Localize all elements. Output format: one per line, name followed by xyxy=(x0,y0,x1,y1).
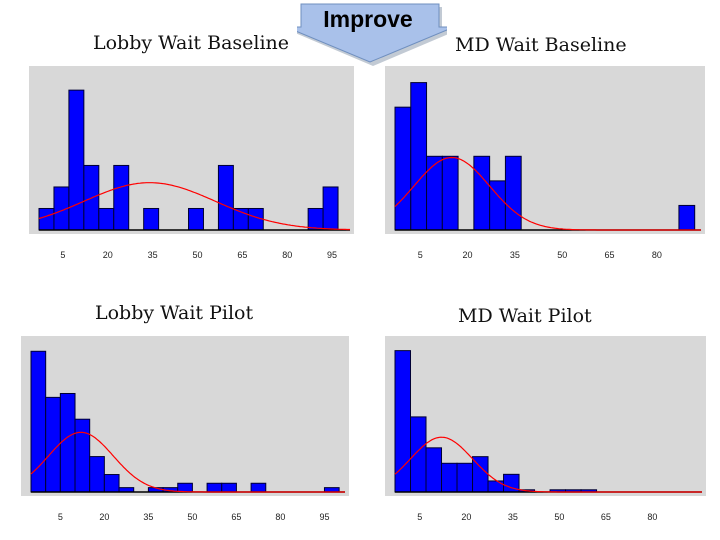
histogram-bar xyxy=(394,350,412,493)
x-tick-label: 20 xyxy=(463,250,473,260)
x-tick-label: 80 xyxy=(652,250,662,260)
histogram-bar xyxy=(143,207,160,231)
histogram-bar xyxy=(441,155,459,231)
x-tick-label: 35 xyxy=(508,512,518,522)
histogram-bar xyxy=(59,392,76,493)
histogram-bar xyxy=(103,474,120,493)
histogram-bar xyxy=(322,186,339,231)
histogram-md-wait-pilot: 5 20 35 50 65 80 xyxy=(385,336,706,522)
chart-title: MD Wait Pilot xyxy=(458,305,592,327)
histogram-lobby-wait-pilot: 5 20 35 50 65 80 95 xyxy=(21,336,349,522)
x-tick-label: 80 xyxy=(275,512,285,522)
normal-fit-curve xyxy=(394,156,701,231)
x-tick-label: 20 xyxy=(461,512,471,522)
histogram-bar xyxy=(188,207,204,231)
histogram-bar xyxy=(441,462,458,493)
histogram-bar xyxy=(456,462,474,493)
histogram-lobby-wait-baseline: 5 20 35 50 65 80 95 xyxy=(29,66,354,260)
x-tick-label: 5 xyxy=(58,512,63,522)
x-tick-label: 50 xyxy=(187,512,197,522)
x-tick-label: 65 xyxy=(601,512,611,522)
x-tick-label: 35 xyxy=(143,512,153,522)
x-tick-label: 80 xyxy=(647,512,657,522)
histogram-bar xyxy=(30,350,47,493)
histogram-bar xyxy=(38,207,55,231)
histogram-bar xyxy=(89,456,105,493)
improve-label: Improve xyxy=(323,6,413,32)
x-tick-label: 95 xyxy=(319,512,329,522)
histogram-bar xyxy=(504,155,522,231)
x-tick-label: 65 xyxy=(231,512,241,522)
x-tick-label: 80 xyxy=(282,250,292,260)
x-tick-label: 5 xyxy=(60,250,65,260)
histogram-bar xyxy=(425,447,443,493)
histogram-bar xyxy=(68,89,85,231)
histogram-bar xyxy=(177,482,193,493)
chart-title: Lobby Wait Baseline xyxy=(93,32,290,54)
x-tick-label: 20 xyxy=(103,250,113,260)
histogram-bar xyxy=(426,155,443,231)
x-tick-label: 5 xyxy=(418,250,423,260)
x-tick-label: 65 xyxy=(237,250,247,260)
chart-title: MD Wait Baseline xyxy=(455,34,627,56)
histogram-md-wait-baseline: 5 20 35 50 65 80 xyxy=(385,66,705,260)
x-tick-label: 35 xyxy=(148,250,158,260)
chart-title: Lobby Wait Pilot xyxy=(95,302,254,324)
histogram-bar xyxy=(74,418,91,493)
histogram-bar xyxy=(221,482,237,493)
histogram-bar xyxy=(410,416,427,493)
x-tick-label: 5 xyxy=(417,512,422,522)
x-tick-label: 50 xyxy=(192,250,202,260)
x-tick-label: 50 xyxy=(554,512,564,522)
histogram-bar xyxy=(410,82,428,231)
histogram-bar xyxy=(250,482,267,493)
normal-fit-curve xyxy=(38,182,350,231)
normal-fit-curve xyxy=(30,431,345,493)
histogram-bar xyxy=(678,204,696,231)
histogram-bar xyxy=(307,207,324,231)
histogram-bar xyxy=(113,164,130,231)
histogram-bar xyxy=(487,480,505,493)
x-tick-label: 50 xyxy=(557,250,567,260)
histogram-bar xyxy=(98,207,115,231)
down-arrow-icon xyxy=(285,3,458,66)
x-tick-label: 35 xyxy=(510,250,520,260)
histogram-bar xyxy=(217,164,234,231)
x-tick-label: 95 xyxy=(327,250,337,260)
normal-fit-curve xyxy=(394,436,702,493)
x-tick-label: 20 xyxy=(99,512,109,522)
histogram-bar xyxy=(206,482,223,493)
x-tick-label: 65 xyxy=(605,250,615,260)
histogram-bar xyxy=(394,106,412,231)
histogram-bar xyxy=(473,155,491,231)
improve-banner: Improve xyxy=(285,0,458,70)
